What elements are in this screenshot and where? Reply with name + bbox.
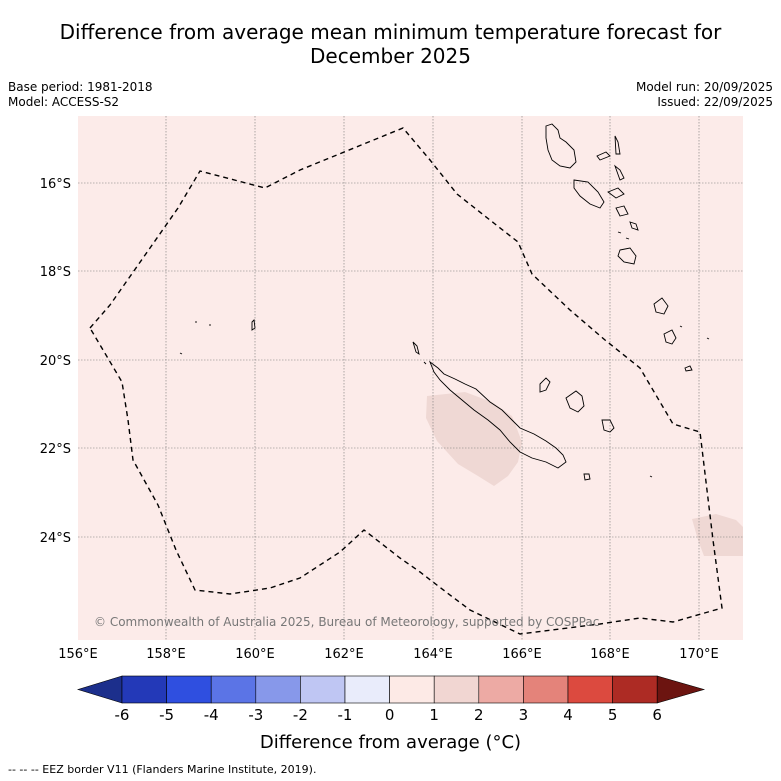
colorbar: -6 -5 -4 -3 -2 -1 0 1 2 3 4 5 6	[76, 675, 706, 724]
lon-label: 170°E	[679, 647, 719, 662]
colorbar-bin	[612, 675, 658, 704]
lat-label: 20°S	[40, 354, 71, 369]
colorbar-bin	[567, 675, 613, 704]
colorbar-bin	[210, 675, 257, 704]
colorbar-bin	[300, 675, 346, 704]
colorbar-tick-label: -4	[204, 706, 219, 724]
colorbar-tick-label: 0	[385, 706, 395, 724]
colorbar-tick-label: -3	[248, 706, 263, 724]
mare	[601, 419, 615, 433]
eez-border	[89, 127, 723, 635]
lat-label: 22°S	[40, 442, 71, 457]
lifou	[565, 390, 585, 413]
model-name: Model: ACCESS-S2	[8, 95, 120, 109]
colorbar-tick-label: -2	[293, 706, 308, 724]
efate	[617, 247, 637, 265]
pentecost	[614, 164, 625, 181]
new-caledonia-grande-terre	[428, 360, 567, 469]
base-period: Base period: 1981-2018	[8, 80, 153, 94]
ouvea	[539, 377, 551, 393]
colorbar-bin	[478, 675, 524, 704]
lon-label: 156°E	[58, 647, 98, 662]
lat-label: 18°S	[40, 265, 71, 280]
colorbar-tick-label: -5	[159, 706, 174, 724]
ambae	[596, 151, 611, 161]
map-title-line1: Difference from average mean minimum tem…	[59, 20, 722, 44]
anomaly-patch-west	[426, 392, 522, 486]
lon-label: 162°E	[324, 647, 364, 662]
colorbar-tick-label: 3	[519, 706, 529, 724]
map-title-line2: December 2025	[310, 44, 471, 68]
colorbar-extend-low	[76, 675, 123, 704]
epi-islands	[615, 205, 629, 217]
colorbar-label: Difference from average (°C)	[259, 732, 522, 753]
colorbar-tick-label: 1	[429, 706, 439, 724]
tanna	[663, 329, 677, 345]
model-run: Model run: 20/09/2025	[635, 80, 773, 94]
eez-footnote: -- -- -- EEZ border V11 (Flanders Marine…	[8, 763, 317, 776]
lon-label: 160°E	[235, 647, 275, 662]
lon-label: 158°E	[146, 647, 186, 662]
belep-islands	[412, 341, 420, 356]
colorbar-bin	[344, 675, 390, 704]
aneityum	[684, 365, 693, 372]
colorbar-tick-label: 2	[474, 706, 484, 724]
erromango	[653, 297, 669, 315]
copyright-notice: © Commonwealth of Australia 2025, Bureau…	[94, 615, 599, 629]
colorbar-bin	[433, 675, 480, 704]
meta-left: Base period: 1981-2018 Model: ACCESS-S2	[8, 80, 153, 110]
colorbar-tick-label: 6	[652, 706, 662, 724]
anomaly-patch-east	[692, 514, 743, 556]
colorbar-bin	[255, 675, 301, 704]
colorbar-bin	[523, 675, 569, 704]
espiritu-santo	[545, 123, 577, 169]
lon-label: 168°E	[590, 647, 630, 662]
ambrym	[607, 187, 625, 199]
colorbar-tick-label: 4	[563, 706, 573, 724]
colorbar-tick-label: 5	[608, 706, 618, 724]
lon-label: 166°E	[502, 647, 542, 662]
colorbar-bin	[166, 675, 212, 704]
isle-of-pines	[583, 473, 591, 481]
lat-label: 16°S	[40, 177, 71, 192]
colorbar-tick-label: -1	[338, 706, 353, 724]
shepherd-islands	[629, 221, 639, 231]
lon-label: 164°E	[413, 647, 453, 662]
lat-label: 24°S	[40, 531, 71, 546]
map-background	[78, 116, 743, 640]
colorbar-tick-label: -6	[115, 706, 130, 724]
small-islets	[179, 231, 710, 478]
issued-date: Issued: 22/09/2025	[657, 95, 773, 109]
colorbar-bin	[389, 675, 435, 704]
maewo	[614, 135, 621, 155]
colorbar-bin	[121, 675, 167, 704]
malekula	[573, 179, 605, 209]
meta-right: Model run: 20/09/2025 Issued: 22/09/2025	[636, 80, 773, 110]
graticule	[78, 116, 743, 640]
colorbar-extend-high	[656, 675, 706, 704]
